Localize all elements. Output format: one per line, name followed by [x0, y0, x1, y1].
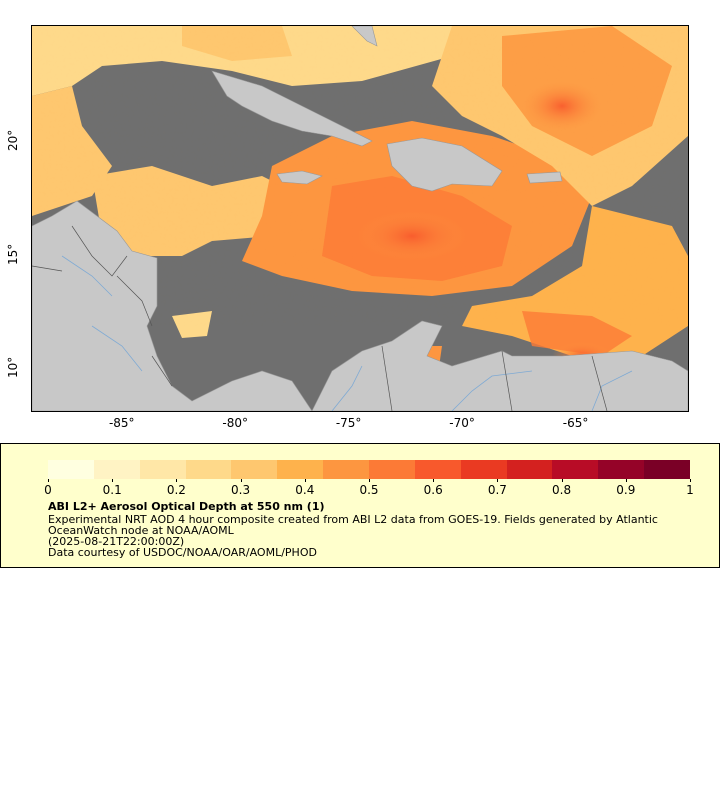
longitude-tick-label: -65°	[562, 416, 589, 430]
colorbar-tick-label: 1	[686, 483, 694, 497]
colorbar-tick-mark	[240, 479, 242, 482]
colorbar-tick-mark	[112, 479, 114, 482]
aod-map	[31, 25, 689, 412]
latitude-tick-label: 20°	[6, 129, 20, 151]
legend-description-1: Experimental NRT AOD 4 hour composite cr…	[48, 513, 658, 526]
colorbar-swatch	[139, 460, 186, 479]
colorbar-swatch	[277, 460, 324, 479]
colorbar-tick-label: 0.5	[359, 483, 379, 497]
colorbar-tick-mark	[497, 479, 499, 482]
legend-timestamp: (2025-08-21T22:00:00Z)	[48, 535, 185, 548]
colorbar-swatch	[231, 460, 278, 479]
colorbar-swatch	[598, 460, 645, 479]
colorbar-swatch	[414, 460, 461, 479]
central-america	[32, 200, 313, 411]
colorbar-swatch	[93, 460, 140, 479]
longitude-tick-label: -80°	[222, 416, 249, 430]
legend-panel: 0 0.1 0.2 0.3 0.4 0.5 0.6 0.7 0.8 0.9 1 ABI L2+ Ae…	[0, 443, 720, 568]
country-borders	[32, 225, 608, 411]
legend-description-2: OceanWatch node at NOAA/AOML	[48, 524, 234, 537]
colorbar-tick-label: 0	[44, 483, 52, 497]
colorbar-tick-mark	[625, 479, 627, 482]
colorbar-swatch	[185, 460, 232, 479]
rivers	[61, 255, 633, 411]
colorbar-swatch	[552, 460, 599, 479]
puerto-rico	[526, 171, 563, 184]
colorbar-swatch	[48, 460, 94, 479]
colorbar-swatch	[644, 460, 691, 479]
colorbar-tick-mark	[561, 479, 563, 482]
colorbar-tick-label: 0.1	[102, 483, 122, 497]
longitude-tick-label: -85°	[108, 416, 135, 430]
colorbar-tick-label: 0.7	[487, 483, 507, 497]
latitude-tick-label: 15°	[6, 243, 20, 265]
colorbar-tick-label: 0.3	[231, 483, 251, 497]
colorbar-tick-mark	[690, 479, 691, 482]
colorbar-tick-mark	[369, 479, 370, 482]
colorbar-tick-mark	[304, 479, 306, 482]
latitude-tick-label: 10°	[6, 357, 20, 379]
colorbar-tick-label: 0.2	[166, 483, 186, 497]
colorbar-tick-mark	[48, 479, 49, 482]
colorbar-swatch	[506, 460, 553, 479]
colorbar	[48, 460, 691, 479]
cuba	[211, 70, 373, 147]
legend-title: ABI L2+ Aerosol Optical Depth at 550 nm …	[48, 500, 325, 513]
colorbar-swatch	[369, 460, 415, 479]
jamaica	[276, 170, 323, 185]
colorbar-swatch	[323, 460, 370, 479]
hispaniola	[386, 137, 503, 192]
map-canvas	[32, 26, 688, 411]
colorbar-tick-label: 0.9	[616, 483, 636, 497]
colorbar-tick-mark	[176, 479, 178, 482]
longitude-tick-label: -75°	[335, 416, 362, 430]
colorbar-tick-label: 0.6	[423, 483, 443, 497]
florida	[351, 26, 378, 47]
aerosol-field	[32, 26, 688, 381]
south-america	[311, 320, 688, 411]
longitude-tick-label: -70°	[449, 416, 475, 430]
colorbar-swatch	[460, 460, 507, 479]
colorbar-tick-label: 0.4	[295, 483, 315, 497]
colorbar-tick-mark	[433, 479, 435, 482]
land-masses	[32, 26, 688, 411]
legend-credit: Data courtesy of USDOC/NOAA/OAR/AOML/PHO…	[48, 546, 317, 559]
colorbar-tick-label: 0.8	[552, 483, 572, 497]
